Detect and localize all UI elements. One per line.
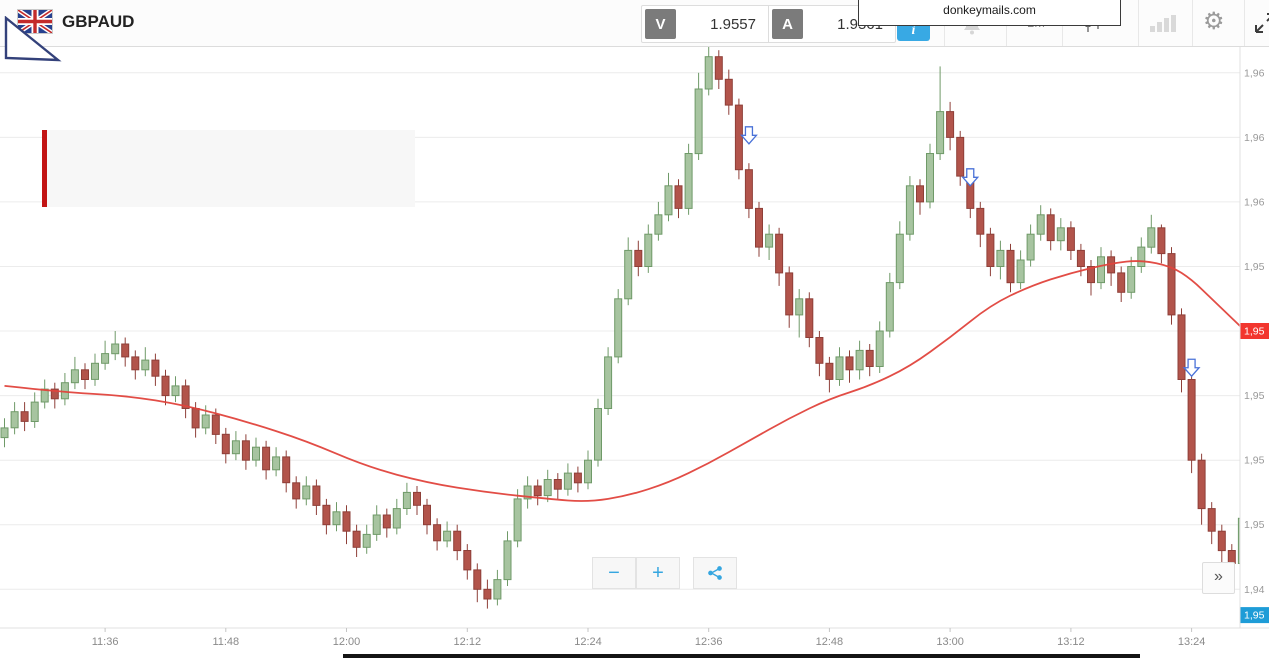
svg-text:1,95: 1,95 — [1244, 455, 1265, 467]
zoom-out-button[interactable]: − — [592, 557, 636, 589]
zoom-controls: − + — [592, 557, 737, 589]
candlestick-chart-canvas[interactable]: 1,96 1,96 1,96 1,95 1,95 1,95 1,95 1,95 1,94 1,95… — [0, 47, 1269, 658]
chart-region[interactable]: 1,96 1,96 1,96 1,95 1,95 1,95 1,95 1,95 1,94 1,95… — [0, 47, 1269, 658]
header-separator — [1192, 0, 1193, 46]
svg-text:1,96: 1,96 — [1244, 196, 1265, 208]
sell-button[interactable]: V — [645, 9, 676, 39]
symbol-title: GBPAUD — [62, 12, 135, 31]
svg-text:12:24: 12:24 — [574, 636, 602, 648]
svg-text:1,96: 1,96 — [1244, 67, 1265, 79]
svg-text:11:36: 11:36 — [92, 636, 119, 648]
svg-text:1,95: 1,95 — [1244, 610, 1265, 622]
settings-gear-icon[interactable]: ⚙ — [1203, 8, 1225, 35]
svg-text:1,95: 1,95 — [1244, 390, 1265, 402]
svg-text:13:12: 13:12 — [1057, 636, 1085, 648]
svg-text:1,94: 1,94 — [1244, 584, 1265, 596]
fullscreen-expand-icon[interactable] — [1252, 10, 1269, 36]
svg-text:1,96: 1,96 — [1244, 132, 1265, 144]
svg-text:12:48: 12:48 — [816, 636, 844, 648]
svg-text:13:24: 13:24 — [1178, 636, 1206, 648]
share-icon — [708, 566, 722, 580]
header-separator — [1244, 0, 1245, 46]
notification-box[interactable] — [42, 130, 415, 207]
gbpaud-flag-icon — [17, 9, 53, 34]
svg-text:1,95: 1,95 — [1244, 519, 1265, 531]
sell-price: 1.9557 — [710, 15, 756, 33]
svg-text:12:36: 12:36 — [695, 636, 723, 648]
collapse-panel-button[interactable]: » — [1202, 562, 1235, 594]
svg-text:13:00: 13:00 — [936, 636, 964, 648]
svg-text:1,95: 1,95 — [1244, 326, 1265, 338]
indicator-chart-icon[interactable] — [1150, 15, 1178, 32]
zoom-in-button[interactable]: + — [636, 557, 680, 589]
sell-quote[interactable]: V 1.9557 — [642, 6, 768, 42]
share-button[interactable] — [693, 557, 737, 589]
browser-popup[interactable]: donkeymails.com — [858, 0, 1121, 26]
buy-button[interactable]: A — [772, 9, 803, 39]
svg-text:11:48: 11:48 — [212, 636, 239, 648]
quote-divider — [768, 6, 769, 42]
svg-text:1,95: 1,95 — [1244, 261, 1265, 273]
svg-text:12:00: 12:00 — [333, 636, 361, 648]
header-separator — [1138, 0, 1139, 46]
svg-text:12:12: 12:12 — [454, 636, 482, 648]
bottom-taskbar-strip — [343, 654, 1140, 658]
